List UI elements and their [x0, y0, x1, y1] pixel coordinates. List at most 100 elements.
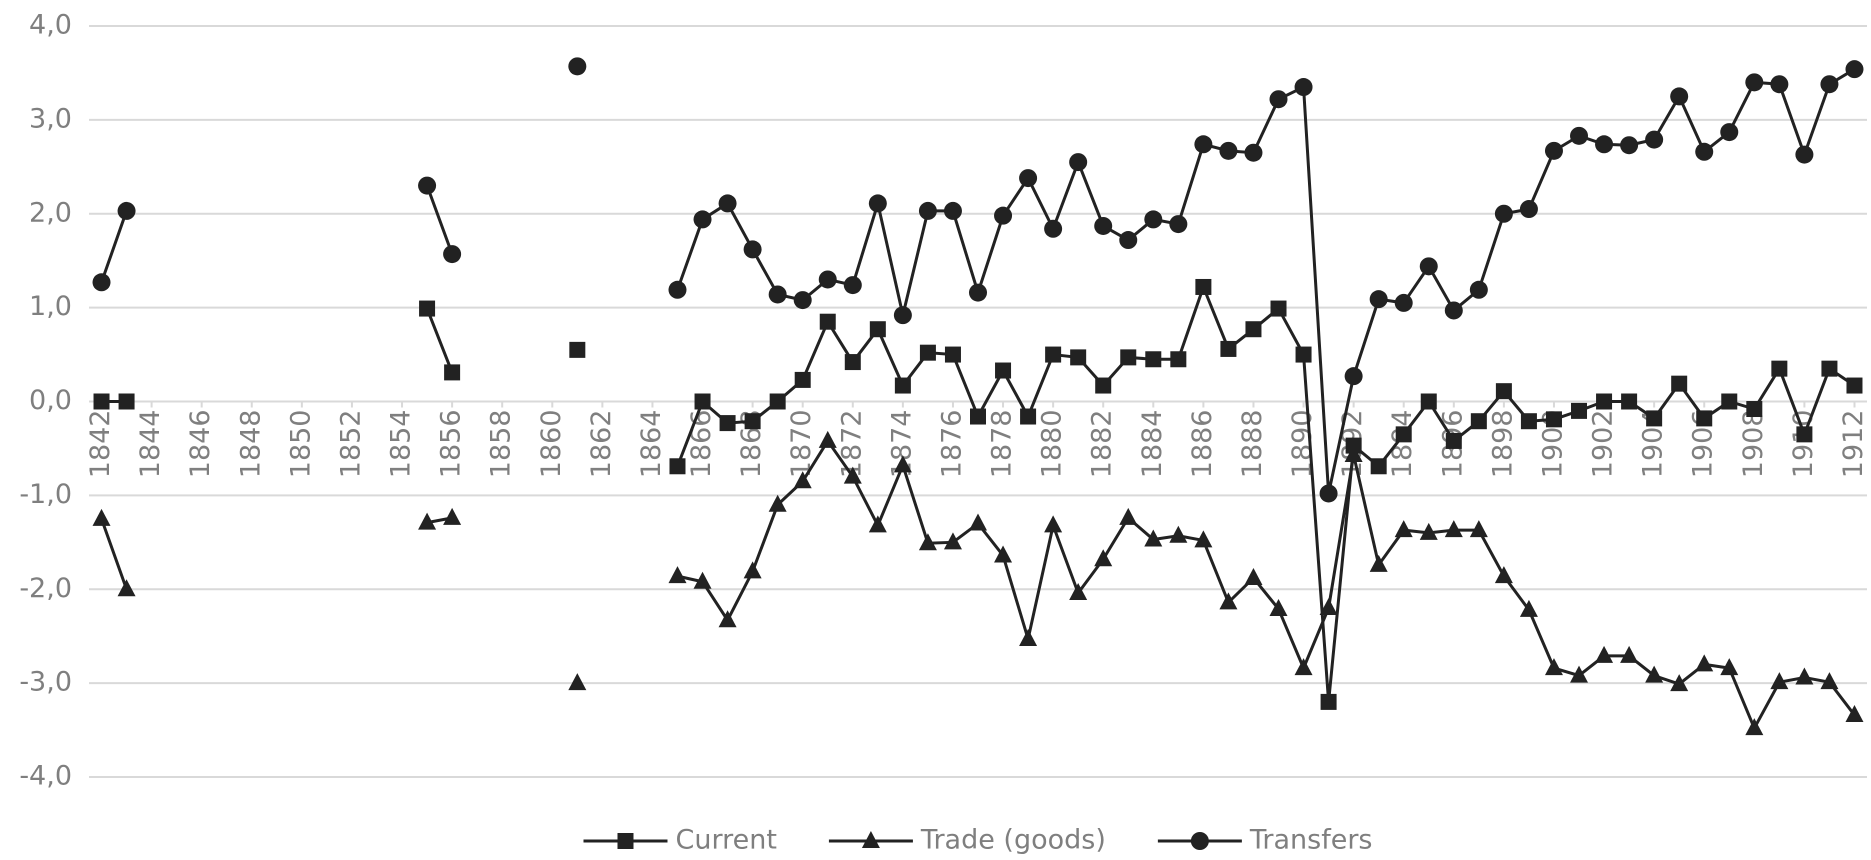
marker: [1770, 672, 1789, 690]
marker: [694, 393, 711, 410]
marker: [1120, 349, 1137, 366]
marker: [1821, 360, 1838, 377]
marker: [1069, 583, 1088, 601]
marker: [743, 240, 762, 259]
marker: [1145, 351, 1162, 368]
marker: [1319, 484, 1338, 503]
marker: [1294, 658, 1313, 676]
marker: [1695, 142, 1714, 161]
marker: [1320, 693, 1337, 710]
marker: [1219, 592, 1238, 610]
y-tick-label: 0,0: [29, 385, 72, 416]
marker: [718, 194, 737, 213]
marker: [1520, 413, 1537, 430]
marker: [793, 471, 812, 489]
marker: [918, 201, 937, 220]
marker: [1771, 360, 1788, 377]
marker: [1044, 515, 1063, 533]
y-tick-label: -2,0: [19, 573, 72, 604]
marker: [1019, 629, 1038, 647]
marker: [1645, 130, 1664, 149]
marker: [793, 291, 812, 310]
marker: [418, 176, 437, 195]
x-tick-label: 1880: [1037, 410, 1068, 479]
x-tick-label: 1902: [1588, 410, 1619, 479]
marker: [1119, 231, 1138, 250]
marker: [1270, 300, 1287, 317]
legend-label: Trade (goods): [920, 825, 1106, 856]
marker: [1469, 280, 1488, 299]
marker: [1845, 60, 1864, 79]
marker: [443, 507, 462, 525]
marker: [1044, 219, 1063, 238]
marker: [1470, 413, 1487, 430]
marker: [1820, 672, 1839, 690]
marker: [969, 513, 987, 531]
marker: [1144, 210, 1163, 229]
marker: [943, 532, 962, 550]
marker: [568, 57, 587, 76]
marker: [1845, 705, 1864, 723]
marker: [868, 194, 887, 213]
marker: [1094, 216, 1113, 235]
marker: [1419, 522, 1438, 540]
x-tick-label: 1888: [1237, 410, 1268, 479]
marker: [118, 393, 135, 410]
marker: [819, 313, 836, 330]
x-tick-label: 1876: [936, 410, 967, 479]
marker: [869, 321, 886, 338]
marker: [1344, 445, 1363, 463]
marker: [1671, 375, 1688, 392]
legend-label: Current: [675, 825, 776, 856]
marker: [893, 306, 912, 325]
marker: [1295, 346, 1312, 363]
marker: [1570, 665, 1589, 683]
marker: [1269, 598, 1288, 616]
marker: [443, 245, 462, 264]
marker: [818, 270, 837, 289]
marker: [419, 300, 436, 317]
y-tick-label: 1,0: [29, 291, 72, 322]
legend-marker: [617, 833, 634, 849]
x-tick-label: 1912: [1838, 410, 1869, 479]
marker: [92, 508, 111, 526]
marker: [1846, 377, 1863, 394]
x-tick-label: 1856: [436, 410, 467, 479]
x-tick-label: 1844: [135, 410, 166, 479]
marker: [1095, 377, 1112, 394]
marker: [943, 201, 962, 220]
marker: [1670, 87, 1689, 106]
marker: [1696, 410, 1713, 427]
marker: [743, 561, 762, 579]
x-tick-label: 1848: [235, 410, 266, 479]
marker: [1094, 549, 1113, 567]
marker: [1170, 351, 1187, 368]
marker: [1344, 367, 1363, 386]
marker: [1144, 529, 1163, 547]
legend-marker: [861, 831, 880, 848]
marker: [1596, 393, 1613, 410]
y-tick-label: -1,0: [19, 479, 72, 510]
x-tick-label: 1882: [1087, 410, 1118, 479]
legend-label: Transfers: [1249, 825, 1373, 856]
marker: [569, 341, 586, 358]
marker: [117, 201, 136, 220]
marker: [1570, 126, 1589, 145]
marker: [1244, 567, 1263, 585]
marker: [1244, 143, 1263, 162]
marker: [1645, 665, 1664, 683]
marker: [1670, 674, 1689, 692]
marker: [1595, 645, 1614, 663]
marker: [1045, 346, 1062, 363]
marker: [1194, 135, 1213, 154]
marker: [919, 344, 936, 361]
marker: [1420, 393, 1437, 410]
marker: [1544, 658, 1563, 676]
marker: [1745, 73, 1764, 92]
marker: [1445, 432, 1462, 449]
marker: [1621, 393, 1638, 410]
marker: [1219, 141, 1238, 160]
marker: [995, 362, 1012, 379]
marker: [718, 610, 737, 628]
